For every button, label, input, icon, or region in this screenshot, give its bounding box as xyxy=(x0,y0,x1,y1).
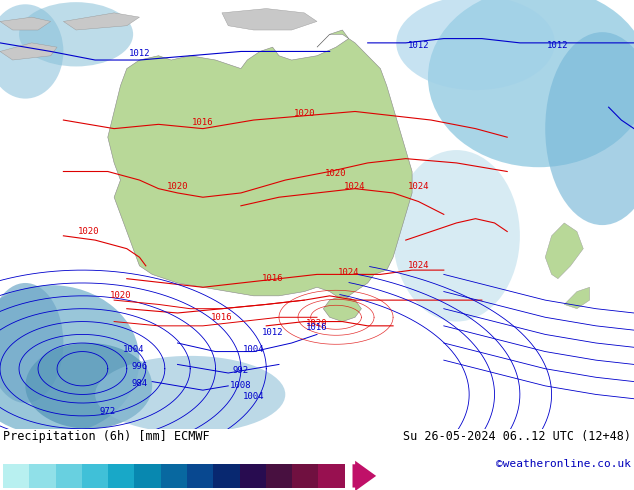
Bar xyxy=(292,465,318,488)
Text: 1020: 1020 xyxy=(306,319,328,328)
Bar xyxy=(82,465,108,488)
Text: 996: 996 xyxy=(131,362,148,371)
Text: 1016: 1016 xyxy=(306,323,328,333)
Polygon shape xyxy=(0,43,57,60)
Bar xyxy=(56,465,82,488)
Bar xyxy=(266,465,292,488)
Text: 1012: 1012 xyxy=(547,41,569,49)
Text: 1020: 1020 xyxy=(78,227,100,236)
Text: 1012: 1012 xyxy=(129,49,150,58)
Text: 1024: 1024 xyxy=(408,182,429,191)
Text: 1024: 1024 xyxy=(344,182,366,191)
Text: Precipitation (6h) [mm] ECMWF: Precipitation (6h) [mm] ECMWF xyxy=(3,430,210,443)
Polygon shape xyxy=(108,30,412,300)
Text: 972: 972 xyxy=(100,407,116,416)
Bar xyxy=(318,465,345,488)
Ellipse shape xyxy=(0,283,63,403)
Text: 1004: 1004 xyxy=(243,392,264,401)
Text: 1012: 1012 xyxy=(408,41,429,49)
Bar xyxy=(161,465,187,488)
Ellipse shape xyxy=(396,0,555,90)
Ellipse shape xyxy=(0,4,63,98)
Text: 1016: 1016 xyxy=(192,118,214,127)
Text: 1020: 1020 xyxy=(167,182,188,191)
Ellipse shape xyxy=(95,356,285,433)
Polygon shape xyxy=(222,8,317,30)
Bar xyxy=(213,465,240,488)
Polygon shape xyxy=(545,223,583,279)
Text: 1020: 1020 xyxy=(110,292,131,300)
Bar xyxy=(29,465,56,488)
Ellipse shape xyxy=(25,343,152,429)
Text: 1004: 1004 xyxy=(243,345,264,354)
Text: 1016: 1016 xyxy=(211,313,233,322)
Bar xyxy=(108,465,134,488)
Bar xyxy=(187,465,213,488)
Polygon shape xyxy=(323,296,361,321)
Text: 1004: 1004 xyxy=(122,345,144,354)
Text: 1020: 1020 xyxy=(325,169,347,178)
Polygon shape xyxy=(63,13,139,30)
Ellipse shape xyxy=(545,32,634,225)
Bar xyxy=(240,465,266,488)
Text: ©weatheronline.co.uk: ©weatheronline.co.uk xyxy=(496,459,631,469)
Bar xyxy=(134,465,161,488)
Ellipse shape xyxy=(0,285,139,435)
Polygon shape xyxy=(564,287,590,309)
FancyArrow shape xyxy=(353,461,376,490)
Ellipse shape xyxy=(393,150,520,321)
Text: 1024: 1024 xyxy=(338,268,359,277)
Text: 1008: 1008 xyxy=(230,381,252,391)
Text: 984: 984 xyxy=(131,379,148,388)
Text: 992: 992 xyxy=(233,367,249,375)
Text: 1024: 1024 xyxy=(408,261,429,270)
Text: Su 26-05-2024 06..12 UTC (12+48): Su 26-05-2024 06..12 UTC (12+48) xyxy=(403,430,631,443)
Ellipse shape xyxy=(19,2,133,67)
Polygon shape xyxy=(0,17,51,30)
Ellipse shape xyxy=(428,0,634,167)
Bar xyxy=(3,465,29,488)
Text: 1020: 1020 xyxy=(294,109,315,118)
Text: 1012: 1012 xyxy=(262,328,283,337)
Text: 1016: 1016 xyxy=(262,274,283,283)
